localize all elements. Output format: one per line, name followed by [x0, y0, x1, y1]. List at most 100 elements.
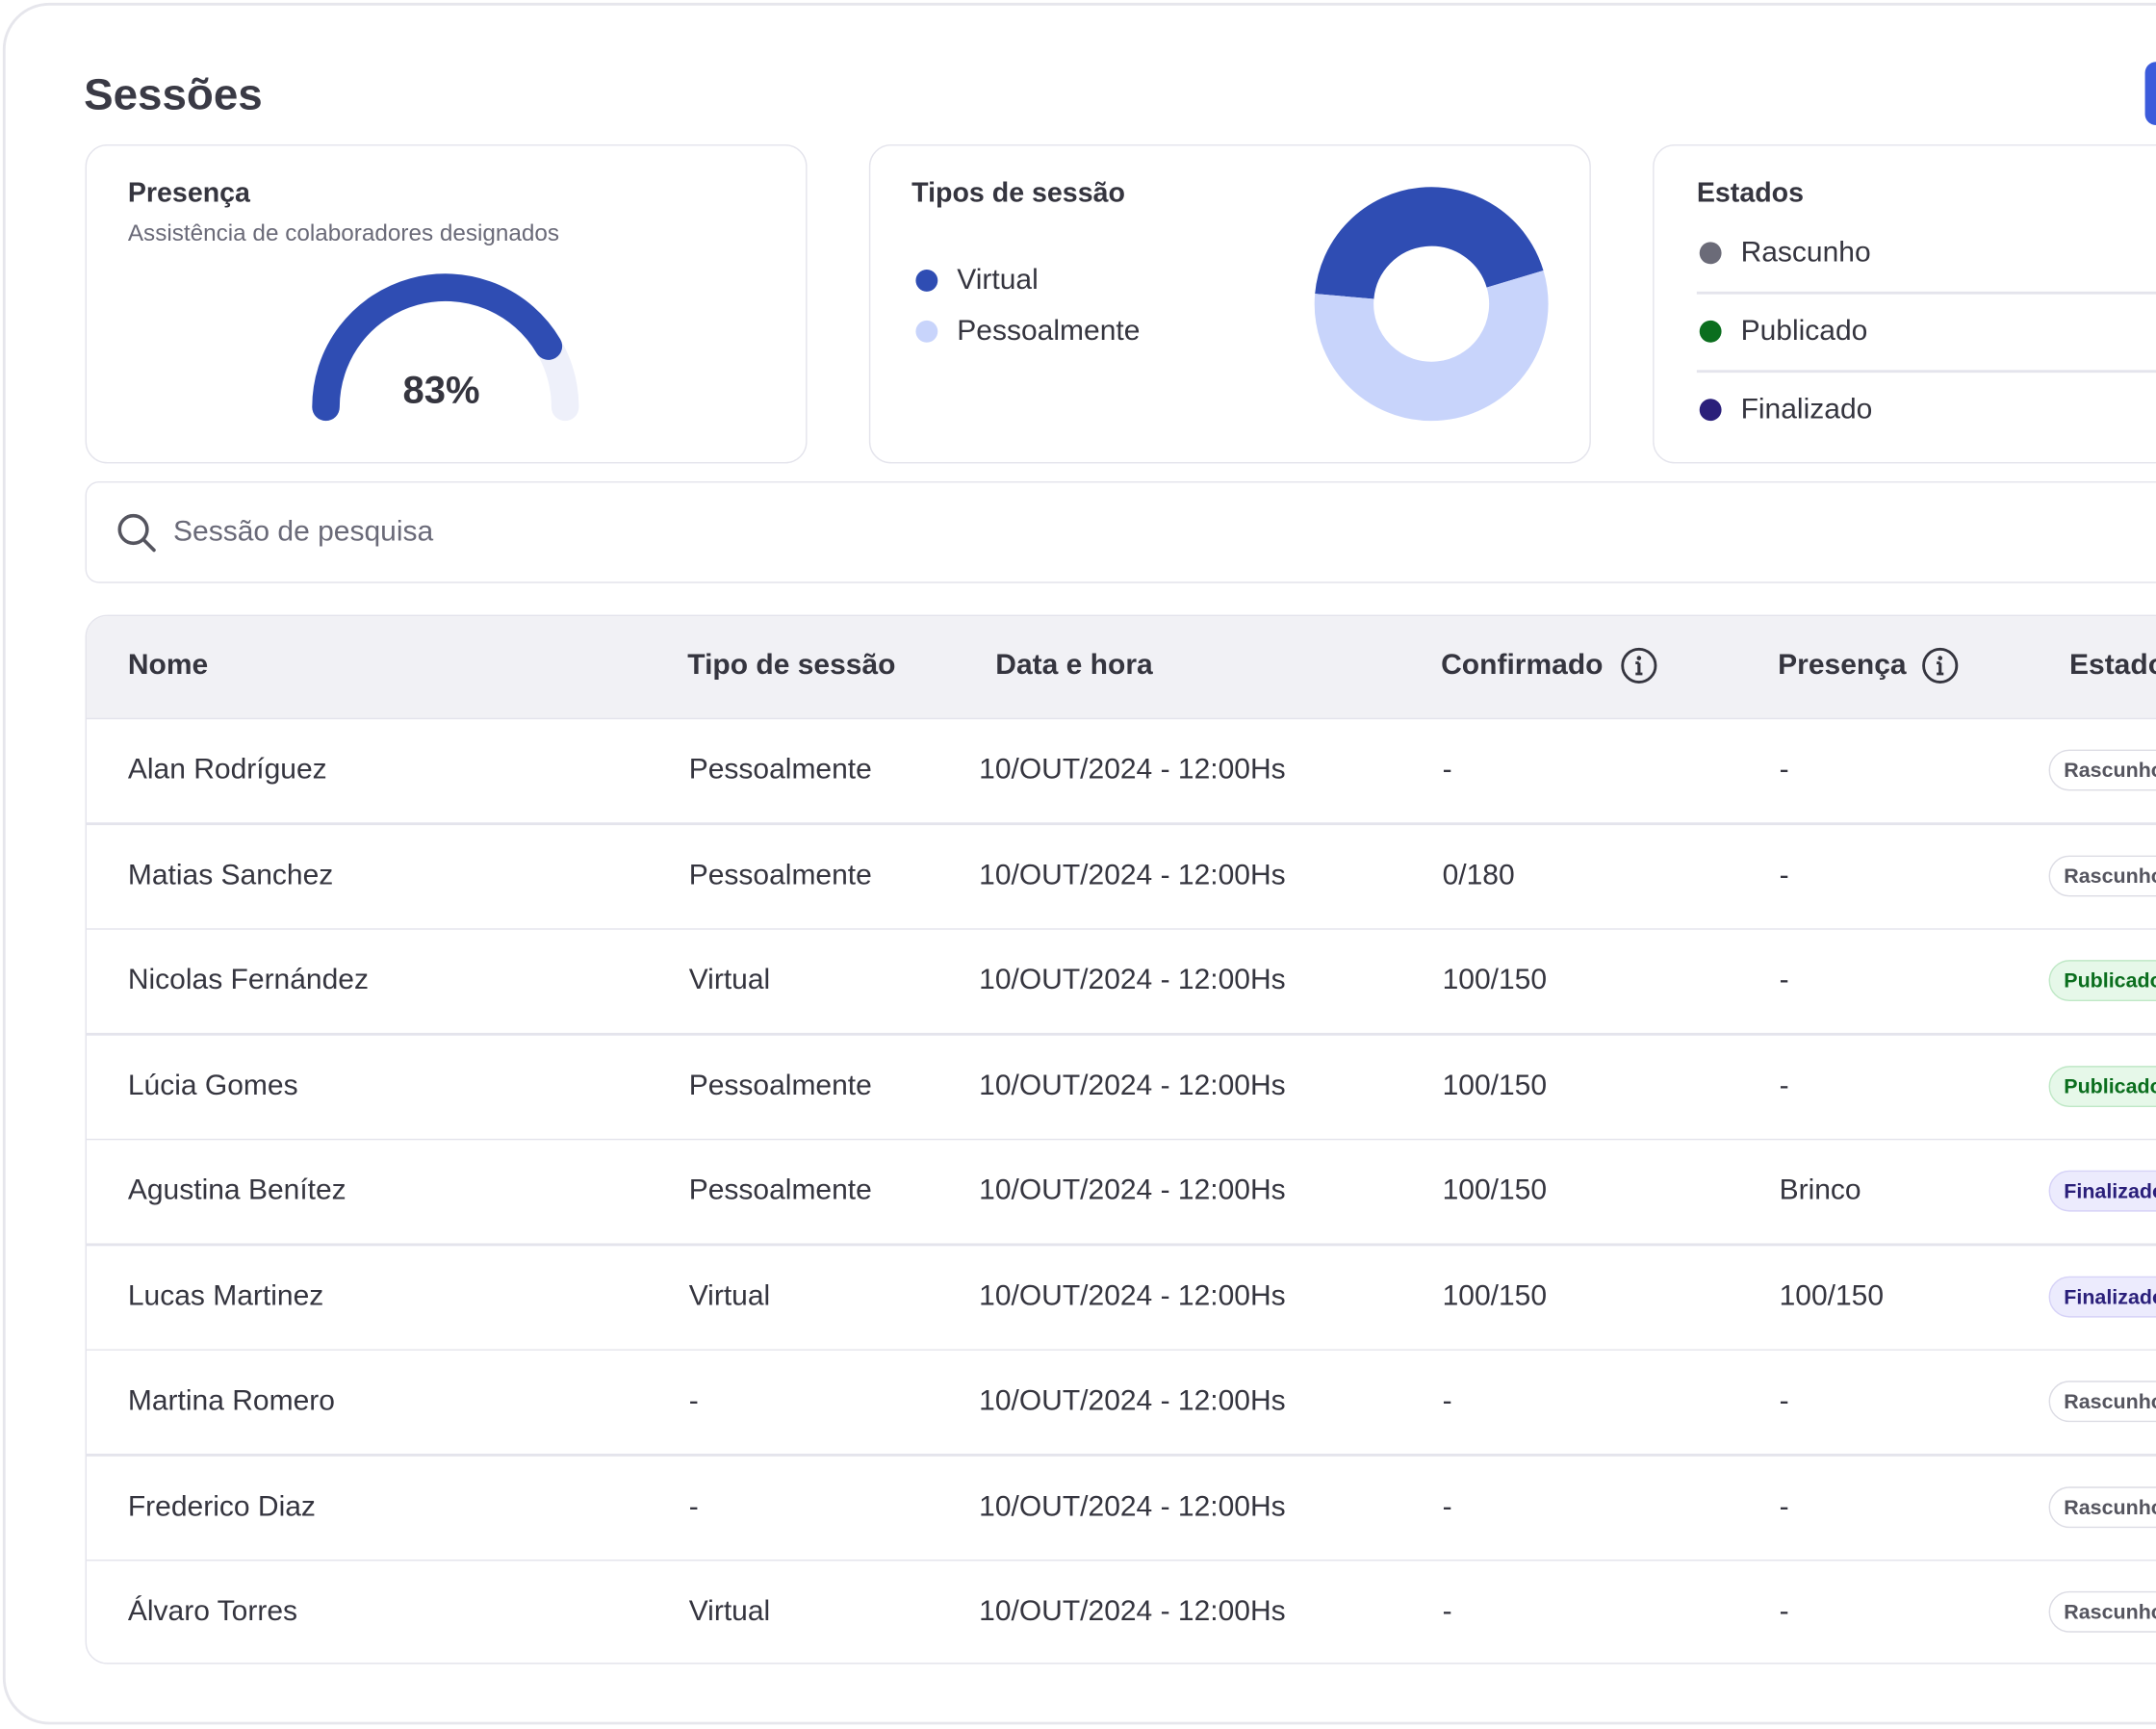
search-icon [117, 513, 156, 553]
card-title: Estados [1696, 177, 1805, 209]
table-cell: - [1779, 1069, 1789, 1101]
legend-dot [915, 269, 938, 292]
table-cell: - [1779, 1595, 1789, 1627]
row-divider [86, 1559, 2156, 1561]
table-cell: 100/150 [1779, 1279, 1885, 1312]
table-cell: - [1779, 1384, 1789, 1417]
table-cell: Alan Rodríguez [127, 753, 327, 786]
card-title: Presença [127, 177, 250, 209]
table-cell: - [1779, 859, 1789, 890]
table-cell: Agustina Benítez [127, 1174, 346, 1206]
separator [1696, 370, 2156, 373]
table-cell: 10/OUT/2024 - 12:00Hs [979, 964, 1286, 996]
status-badge: Finalizado [2048, 1170, 2156, 1212]
row-divider [86, 1138, 2156, 1141]
table-cell: - [1779, 964, 1789, 996]
gauge [312, 273, 579, 422]
row-divider [86, 1243, 2156, 1246]
table-cell: 10/OUT/2024 - 12:00Hs [979, 1069, 1286, 1101]
table-cell: 100/150 [1442, 964, 1548, 996]
legend-dot [915, 320, 938, 343]
states-card [1653, 143, 2156, 464]
row-divider [86, 822, 2156, 825]
table-cell: 100/150 [1442, 1174, 1548, 1206]
table-cell: Lúcia Gomes [127, 1069, 298, 1101]
donut-chart [1314, 187, 1549, 422]
table-cell: 100/150 [1442, 1279, 1548, 1312]
page-title: Sessões [84, 69, 263, 119]
table-cell: Lucas Martinez [127, 1279, 324, 1312]
table-cell: - [688, 1384, 699, 1417]
column-header: Data e hora [995, 649, 1153, 682]
separator [1696, 291, 2156, 294]
table-cell: 10/OUT/2024 - 12:00Hs [979, 753, 1286, 786]
state-label: Rascunho [1740, 236, 1871, 269]
status-badge: Rascunho [2048, 1381, 2156, 1423]
table-cell: Virtual [688, 1279, 771, 1312]
table-cell: 10/OUT/2024 - 12:00Hs [979, 859, 1286, 890]
card-subtitle: Assistência de colaboradores designados [127, 219, 560, 246]
table-cell: Pessoalmente [688, 859, 872, 890]
table [85, 614, 2156, 1664]
state-dot [1699, 399, 1722, 422]
gauge-label: 83% [402, 368, 480, 412]
row-divider [86, 927, 2156, 930]
table-cell: Pessoalmente [688, 1069, 872, 1101]
info-icon[interactable] [1620, 646, 1658, 684]
search-placeholder: Sessão de pesquisa [172, 515, 434, 548]
row-divider [86, 1453, 2156, 1457]
donut-segment [1315, 187, 1544, 300]
table-cell: 10/OUT/2024 - 12:00Hs [979, 1174, 1286, 1206]
table-header [86, 615, 2156, 720]
status-badge: Rascunho [2048, 749, 2156, 791]
status-badge: Publicado [2048, 1065, 2156, 1107]
status-badge: Rascunho [2048, 1590, 2156, 1633]
status-badge: Publicado [2048, 960, 2156, 1001]
status-badge: Finalizado [2048, 1275, 2156, 1317]
table-cell: - [1442, 1384, 1452, 1417]
column-header: Presença [1778, 649, 1907, 682]
table-cell: 10/OUT/2024 - 12:00Hs [979, 1384, 1286, 1417]
table-cell: Frederico Diaz [127, 1489, 316, 1522]
state-label: Publicado [1740, 315, 1868, 347]
table-cell: - [1442, 753, 1452, 786]
table-cell: Pessoalmente [688, 1174, 872, 1206]
state-dot [1699, 320, 1722, 343]
table-cell: Pessoalmente [688, 753, 872, 786]
column-header: Tipo de sessão [687, 649, 896, 682]
donut-segment [1314, 271, 1549, 422]
row-divider [86, 1348, 2156, 1351]
table-cell: Virtual [688, 964, 771, 996]
table-cell: 10/OUT/2024 - 12:00Hs [979, 1279, 1286, 1312]
table-cell: Martina Romero [127, 1384, 335, 1417]
state-label: Finalizado [1740, 393, 1873, 426]
row-divider [86, 1032, 2156, 1035]
info-icon[interactable] [1921, 646, 1960, 684]
table-cell: Matias Sanchez [127, 859, 334, 890]
table-cell: - [1779, 1489, 1789, 1522]
gauge-arc [312, 273, 563, 422]
column-header: Estado [2068, 649, 2156, 682]
table-cell: Álvaro Torres [127, 1595, 298, 1627]
column-header: Confirmado [1441, 649, 1604, 682]
state-dot [1699, 242, 1722, 265]
table-cell: 10/OUT/2024 - 12:00Hs [979, 1489, 1286, 1522]
status-badge: Rascunho [2048, 1485, 2156, 1528]
search-box[interactable] [85, 480, 2156, 583]
card-title: Tipos de sessão [911, 177, 1125, 209]
table-cell: - [1779, 753, 1789, 786]
column-header: Nome [127, 649, 209, 682]
legend-label: Pessoalmente [957, 315, 1141, 347]
table-cell: 100/150 [1442, 1069, 1548, 1101]
presence-card [85, 143, 808, 464]
table-cell: - [1442, 1489, 1452, 1522]
legend-label: Virtual [957, 264, 1039, 297]
status-badge: Rascunho [2048, 854, 2156, 896]
table-cell: Brinco [1779, 1174, 1861, 1206]
table-cell: 10/OUT/2024 - 12:00Hs [979, 1595, 1286, 1627]
table-cell: Nicolas Fernández [127, 964, 369, 996]
action-button[interactable] [2144, 62, 2156, 125]
